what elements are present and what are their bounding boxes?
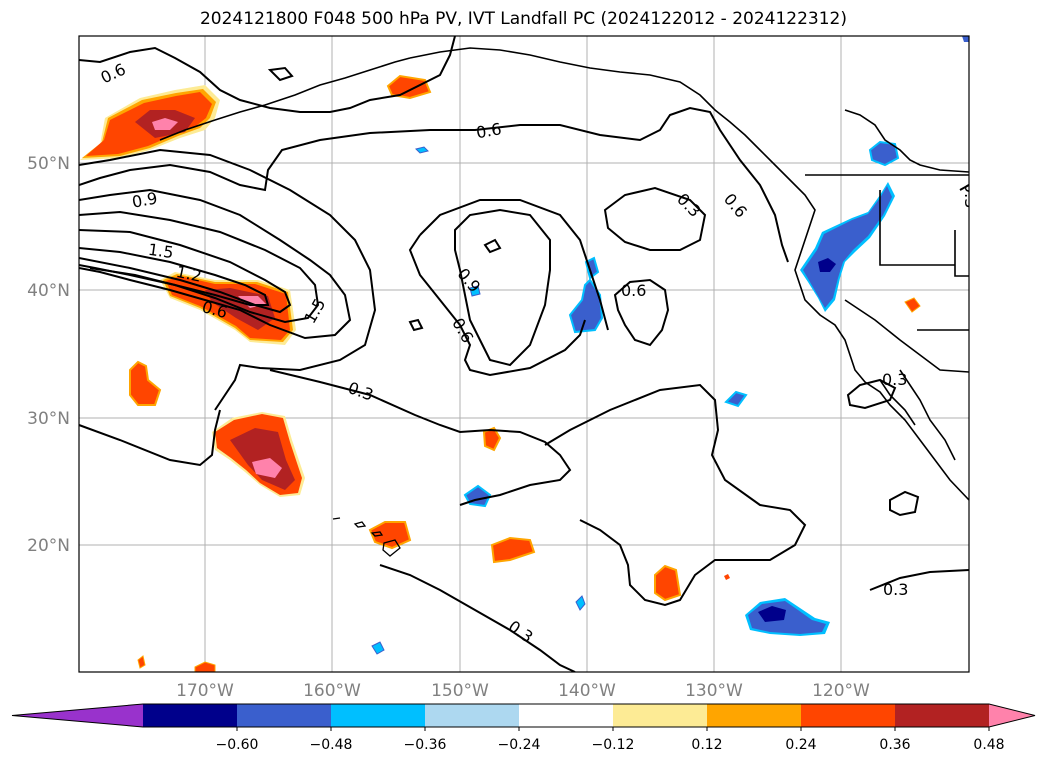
lat-label: 30°N [27, 409, 70, 429]
contour-label: 1.5 [147, 240, 175, 262]
lat-label: 40°N [27, 281, 70, 301]
colorbar-tick-label: 0.36 [879, 737, 910, 753]
colorbar-tick-label: 0.48 [973, 737, 1004, 753]
contour-label: 0.6 [98, 59, 129, 87]
contour-label: 1.5 [300, 295, 329, 327]
colorbar-outline [11, 703, 1036, 728]
map-title: 2024121800 F048 500 hPa PV, IVT Landfall… [199, 9, 847, 29]
contour-label: 0.3 [883, 580, 908, 599]
contour-label: 0.3 [882, 370, 907, 389]
colorbar-tick-label: 0.12 [691, 737, 722, 753]
colorbar-segment [425, 704, 520, 727]
pv-contour-labels: 0.6 0.9 1.5 1.2 0.6 1.5 0.3 0.6 0.9 0.6 … [98, 59, 980, 647]
colorbar-tick-label: 0.24 [785, 737, 816, 753]
colorbar-extend-max [989, 704, 1035, 727]
contour-label: 0.6 [621, 281, 646, 300]
coastlines [159, 47, 969, 501]
lon-label: 140°W [558, 681, 616, 701]
lon-label: 160°W [303, 681, 361, 701]
lon-label: 120°W [812, 681, 870, 701]
contour-label: 0.9 [131, 189, 159, 212]
latitude-labels: 50°N 40°N 30°N 20°N [27, 154, 70, 556]
contour-label: 0.3 [961, 183, 980, 208]
colorbar-segment [519, 704, 614, 727]
colorbar-tick-label: −0.60 [216, 737, 259, 753]
lon-label: 170°W [176, 681, 234, 701]
contour-label: 0.3 [505, 617, 537, 647]
lon-label: 150°W [431, 681, 489, 701]
contour-label: 0.3 [346, 378, 376, 405]
colorbar-tick-label: −0.24 [498, 737, 541, 753]
ivt-shading [80, 36, 969, 672]
colorbar-segment [613, 704, 708, 727]
colorbar-segment [801, 704, 896, 727]
colorbar-segment [707, 704, 802, 727]
map-frame [78, 35, 970, 673]
contour-label: 0.6 [720, 190, 751, 222]
gridlines [79, 36, 969, 672]
colorbar-tick-label: −0.48 [310, 737, 353, 753]
colorbar-extend-min [12, 704, 143, 727]
colorbar-tick-label: −0.12 [592, 737, 635, 753]
contour-label: 0.6 [475, 119, 503, 142]
contour-label: 0.3 [673, 189, 704, 220]
hawaii-islands [332, 517, 401, 557]
colorbar-segment [895, 704, 990, 727]
colorbar-tick-label: −0.36 [404, 737, 447, 753]
lon-label: 130°W [685, 681, 743, 701]
colorbar-ticks: −0.60 −0.48 −0.36 −0.24 −0.12 0.12 0.24 0.36 0.4… [216, 727, 1005, 753]
colorbar-segment [237, 704, 332, 727]
colorbar-segment [143, 704, 238, 727]
contour-label: 0.6 [448, 315, 477, 347]
pv-contours [79, 36, 969, 672]
lat-label: 50°N [27, 154, 70, 174]
lat-label: 20°N [27, 536, 70, 556]
longitude-labels: 170°W 160°W 150°W 140°W 130°W 120°W [176, 681, 870, 701]
colorbar [11, 703, 1036, 728]
contour-label: 1.2 [174, 262, 203, 286]
colorbar-segment [331, 704, 426, 727]
